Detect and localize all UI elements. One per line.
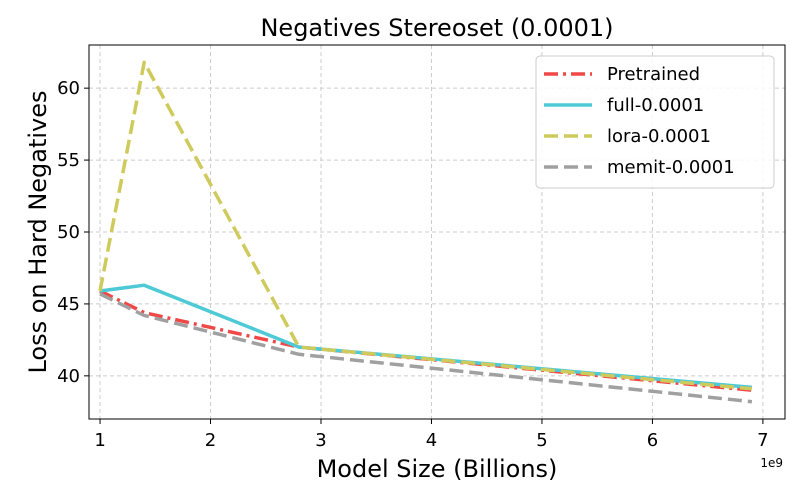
- x-axis-ticks: 1 2 3 4 5 6 7: [94, 419, 769, 451]
- x-axis-label: Model Size (Billions): [317, 455, 558, 483]
- y-tick-label: 60: [57, 78, 80, 99]
- series-line-3: [98, 60, 753, 391]
- series-line-4: [99, 292, 753, 404]
- x-tick-label: 5: [536, 430, 547, 451]
- y-tick-label: 45: [57, 294, 80, 315]
- y-tick-label: 55: [57, 150, 80, 171]
- x-tick-label: 3: [315, 430, 326, 451]
- x-tick-label: 7: [757, 430, 768, 451]
- legend-label: Pretrained: [607, 64, 700, 85]
- legend-box: [535, 55, 775, 189]
- y-tick-label: 50: [57, 222, 80, 243]
- series-layer: [98, 60, 753, 404]
- legend-label: lora-0.0001: [607, 126, 711, 147]
- y-axis-ticks: 40 45 50 55 60: [57, 78, 89, 387]
- legend-label: memit-0.0001: [607, 157, 735, 178]
- y-axis-label: Loss on Hard Negatives: [24, 90, 52, 373]
- y-tick-label: 40: [57, 366, 80, 387]
- chart-title: Negatives Stereoset (0.0001): [260, 14, 613, 42]
- x-tick-label: 1: [94, 430, 105, 451]
- x-offset-label: 1e9: [760, 456, 783, 470]
- legend-label: full-0.0001: [607, 95, 704, 116]
- legend: Pretrained full-0.0001 lora-0.0001 memit-0.…: [535, 55, 775, 189]
- series-line-2: [99, 283, 753, 390]
- x-tick-label: 2: [205, 430, 216, 451]
- x-tick-label: 4: [426, 430, 437, 451]
- x-tick-label: 6: [647, 430, 658, 451]
